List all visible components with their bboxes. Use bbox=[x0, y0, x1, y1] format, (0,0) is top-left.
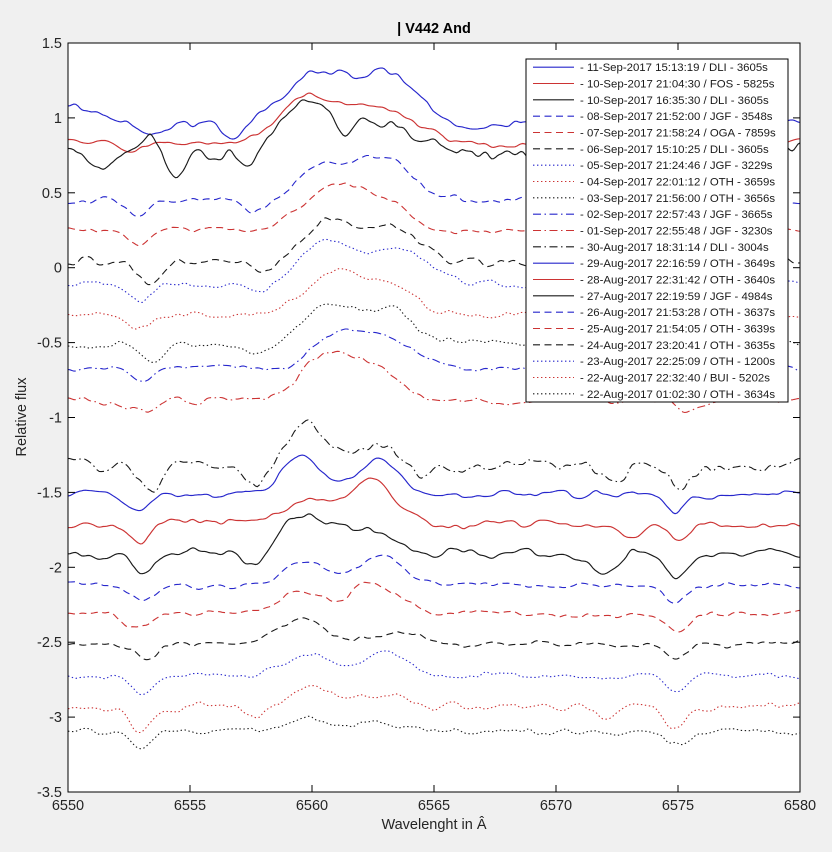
legend-item: - 08-Sep-2017 21:52:00 / JGF - 3548s bbox=[533, 111, 773, 123]
chart-title: | V442 And bbox=[397, 21, 471, 37]
x-tick-label: 6560 bbox=[296, 798, 328, 814]
spectrum-curve-8 bbox=[68, 268, 800, 330]
x-tick-label: 6565 bbox=[418, 798, 450, 814]
legend-item-label: - 26-Aug-2017 21:53:28 / OTH - 3637s bbox=[580, 307, 775, 319]
spectrum-curve-13 bbox=[68, 454, 800, 515]
y-tick-label: -1 bbox=[49, 411, 62, 427]
legend-item: - 04-Sep-2017 22:01:12 / OTH - 3659s bbox=[533, 177, 775, 189]
legend-item: - 11-Sep-2017 15:13:19 / DLI - 3605s bbox=[533, 62, 768, 74]
spectrum-curve-11 bbox=[68, 350, 800, 414]
legend-item-label: - 30-Aug-2017 18:31:14 / DLI - 3004s bbox=[580, 242, 769, 254]
legend-item: - 10-Sep-2017 16:35:30 / DLI - 3605s bbox=[533, 95, 769, 107]
legend-item: - 10-Sep-2017 21:04:30 / FOS - 5825s bbox=[533, 79, 775, 91]
legend-item-label: - 27-Aug-2017 22:19:59 / JGF - 4984s bbox=[580, 291, 773, 303]
legend-item-label: - 29-Aug-2017 22:16:59 / OTH - 3649s bbox=[580, 258, 775, 270]
legend-item-label: - 02-Sep-2017 22:57:43 / JGF - 3665s bbox=[580, 209, 773, 221]
legend: - 11-Sep-2017 15:13:19 / DLI - 3605s - 10… bbox=[525, 58, 789, 403]
y-tick-label: -3 bbox=[49, 710, 62, 726]
legend-item: - 26-Aug-2017 21:53:28 / OTH - 3637s bbox=[533, 307, 775, 319]
legend-item: - 03-Sep-2017 21:56:00 / OTH - 3656s bbox=[533, 193, 775, 205]
spectrum-curve-7 bbox=[68, 238, 800, 303]
legend-item: - 05-Sep-2017 21:24:46 / JGF - 3229s bbox=[533, 160, 773, 172]
axis-tick-labels: 6550 6555 6560 6565 6570 6575 6580 1.5 1 0.5 0 -0.5… bbox=[37, 36, 816, 814]
legend-item: - 27-Aug-2017 22:19:59 / JGF - 4984s bbox=[533, 291, 773, 303]
legend-item: - 23-Aug-2017 22:25:09 / OTH - 1200s bbox=[533, 356, 775, 368]
legend-item-label: - 10-Sep-2017 16:35:30 / DLI - 3605s bbox=[580, 95, 769, 107]
spectra-curves-group bbox=[68, 67, 800, 750]
y-tick-label: -0.5 bbox=[37, 336, 62, 352]
legend-item-label: - 05-Sep-2017 21:24:46 / JGF - 3229s bbox=[580, 160, 773, 172]
spectrum-curve-17 bbox=[68, 581, 800, 633]
legend-item-label: - 24-Aug-2017 23:20:41 / OTH - 3635s bbox=[580, 340, 775, 352]
x-axis-label: Wavelenght in Â bbox=[381, 816, 486, 833]
axis-frame bbox=[67, 42, 801, 793]
spectrum-curve-15 bbox=[68, 513, 800, 580]
spectrum-curve-14 bbox=[68, 477, 800, 545]
legend-item: - 22-Aug-2017 22:32:40 / BUI - 5202s bbox=[533, 373, 770, 385]
legend-item: - 02-Sep-2017 22:57:43 / JGF - 3665s bbox=[533, 209, 773, 221]
legend-item-label: - 01-Sep-2017 22:55:48 / JGF - 3230s bbox=[580, 226, 773, 238]
y-tick-label: 0 bbox=[54, 261, 62, 277]
x-tick-label: 6550 bbox=[52, 798, 84, 814]
spectrum-curve-6 bbox=[68, 217, 800, 286]
legend-item: - 06-Sep-2017 15:10:25 / DLI - 3605s bbox=[533, 144, 769, 156]
legend-item-label: - 23-Aug-2017 22:25:09 / OTH - 1200s bbox=[580, 356, 775, 368]
y-tick-label: -2 bbox=[49, 560, 62, 576]
legend-item-label: - 03-Sep-2017 21:56:00 / OTH - 3656s bbox=[580, 193, 775, 205]
legend-item-label: - 22-Aug-2017 01:02:30 / OTH - 3634s bbox=[580, 389, 775, 401]
legend-item: - 01-Sep-2017 22:55:48 / JGF - 3230s bbox=[533, 226, 773, 238]
y-tick-label: 1.5 bbox=[42, 36, 62, 52]
x-tick-label: 6570 bbox=[540, 798, 572, 814]
legend-item-label: - 11-Sep-2017 15:13:19 / DLI - 3605s bbox=[580, 62, 768, 74]
legend-item-label: - 22-Aug-2017 22:32:40 / BUI - 5202s bbox=[580, 373, 770, 385]
legend-item: - 30-Aug-2017 18:31:14 / DLI - 3004s bbox=[533, 242, 769, 254]
x-tick-label: 6580 bbox=[784, 798, 816, 814]
legend-item-label: - 25-Aug-2017 21:54:05 / OTH - 3639s bbox=[580, 324, 775, 336]
spectrum-curve-20 bbox=[68, 685, 800, 734]
legend-item-label: - 10-Sep-2017 21:04:30 / FOS - 5825s bbox=[580, 79, 775, 91]
spectrum-curve-12 bbox=[68, 419, 800, 493]
legend-item: - 29-Aug-2017 22:16:59 / OTH - 3649s bbox=[533, 258, 775, 270]
y-tick-label: -2.5 bbox=[37, 635, 62, 651]
y-axis-label: Relative flux bbox=[14, 377, 30, 457]
spectrum-curve-18 bbox=[68, 617, 800, 661]
legend-item-label: - 28-Aug-2017 22:31:42 / OTH - 3640s bbox=[580, 275, 775, 287]
legend-item: - 22-Aug-2017 01:02:30 / OTH - 3634s bbox=[533, 389, 775, 401]
legend-item: - 07-Sep-2017 21:58:24 / OGA - 7859s bbox=[533, 128, 776, 140]
x-tick-label: 6555 bbox=[174, 798, 206, 814]
legend-item: - 25-Aug-2017 21:54:05 / OTH - 3639s bbox=[533, 324, 775, 336]
spectrum-curve-16 bbox=[68, 554, 800, 604]
y-tick-label: -1.5 bbox=[37, 485, 62, 501]
legend-item-label: - 08-Sep-2017 21:52:00 / JGF - 3548s bbox=[580, 111, 773, 123]
y-tick-label: 1 bbox=[54, 111, 62, 127]
spectrum-curve-21 bbox=[68, 715, 800, 750]
spectrum-curve-4 bbox=[68, 154, 800, 217]
y-tick-label: -3.5 bbox=[37, 785, 62, 801]
legend-item-label: - 06-Sep-2017 15:10:25 / DLI - 3605s bbox=[580, 144, 769, 156]
legend-item: - 24-Aug-2017 23:20:41 / OTH - 3635s bbox=[533, 340, 775, 352]
spectrum-curve-19 bbox=[68, 650, 800, 696]
x-tick-label: 6575 bbox=[662, 798, 694, 814]
legend-item-label: - 07-Sep-2017 21:58:24 / OGA - 7859s bbox=[580, 128, 776, 140]
legend-item-label: - 04-Sep-2017 22:01:12 / OTH - 3659s bbox=[580, 177, 775, 189]
y-tick-label: 0.5 bbox=[42, 186, 62, 202]
legend-item: - 28-Aug-2017 22:31:42 / OTH - 3640s bbox=[533, 275, 775, 287]
